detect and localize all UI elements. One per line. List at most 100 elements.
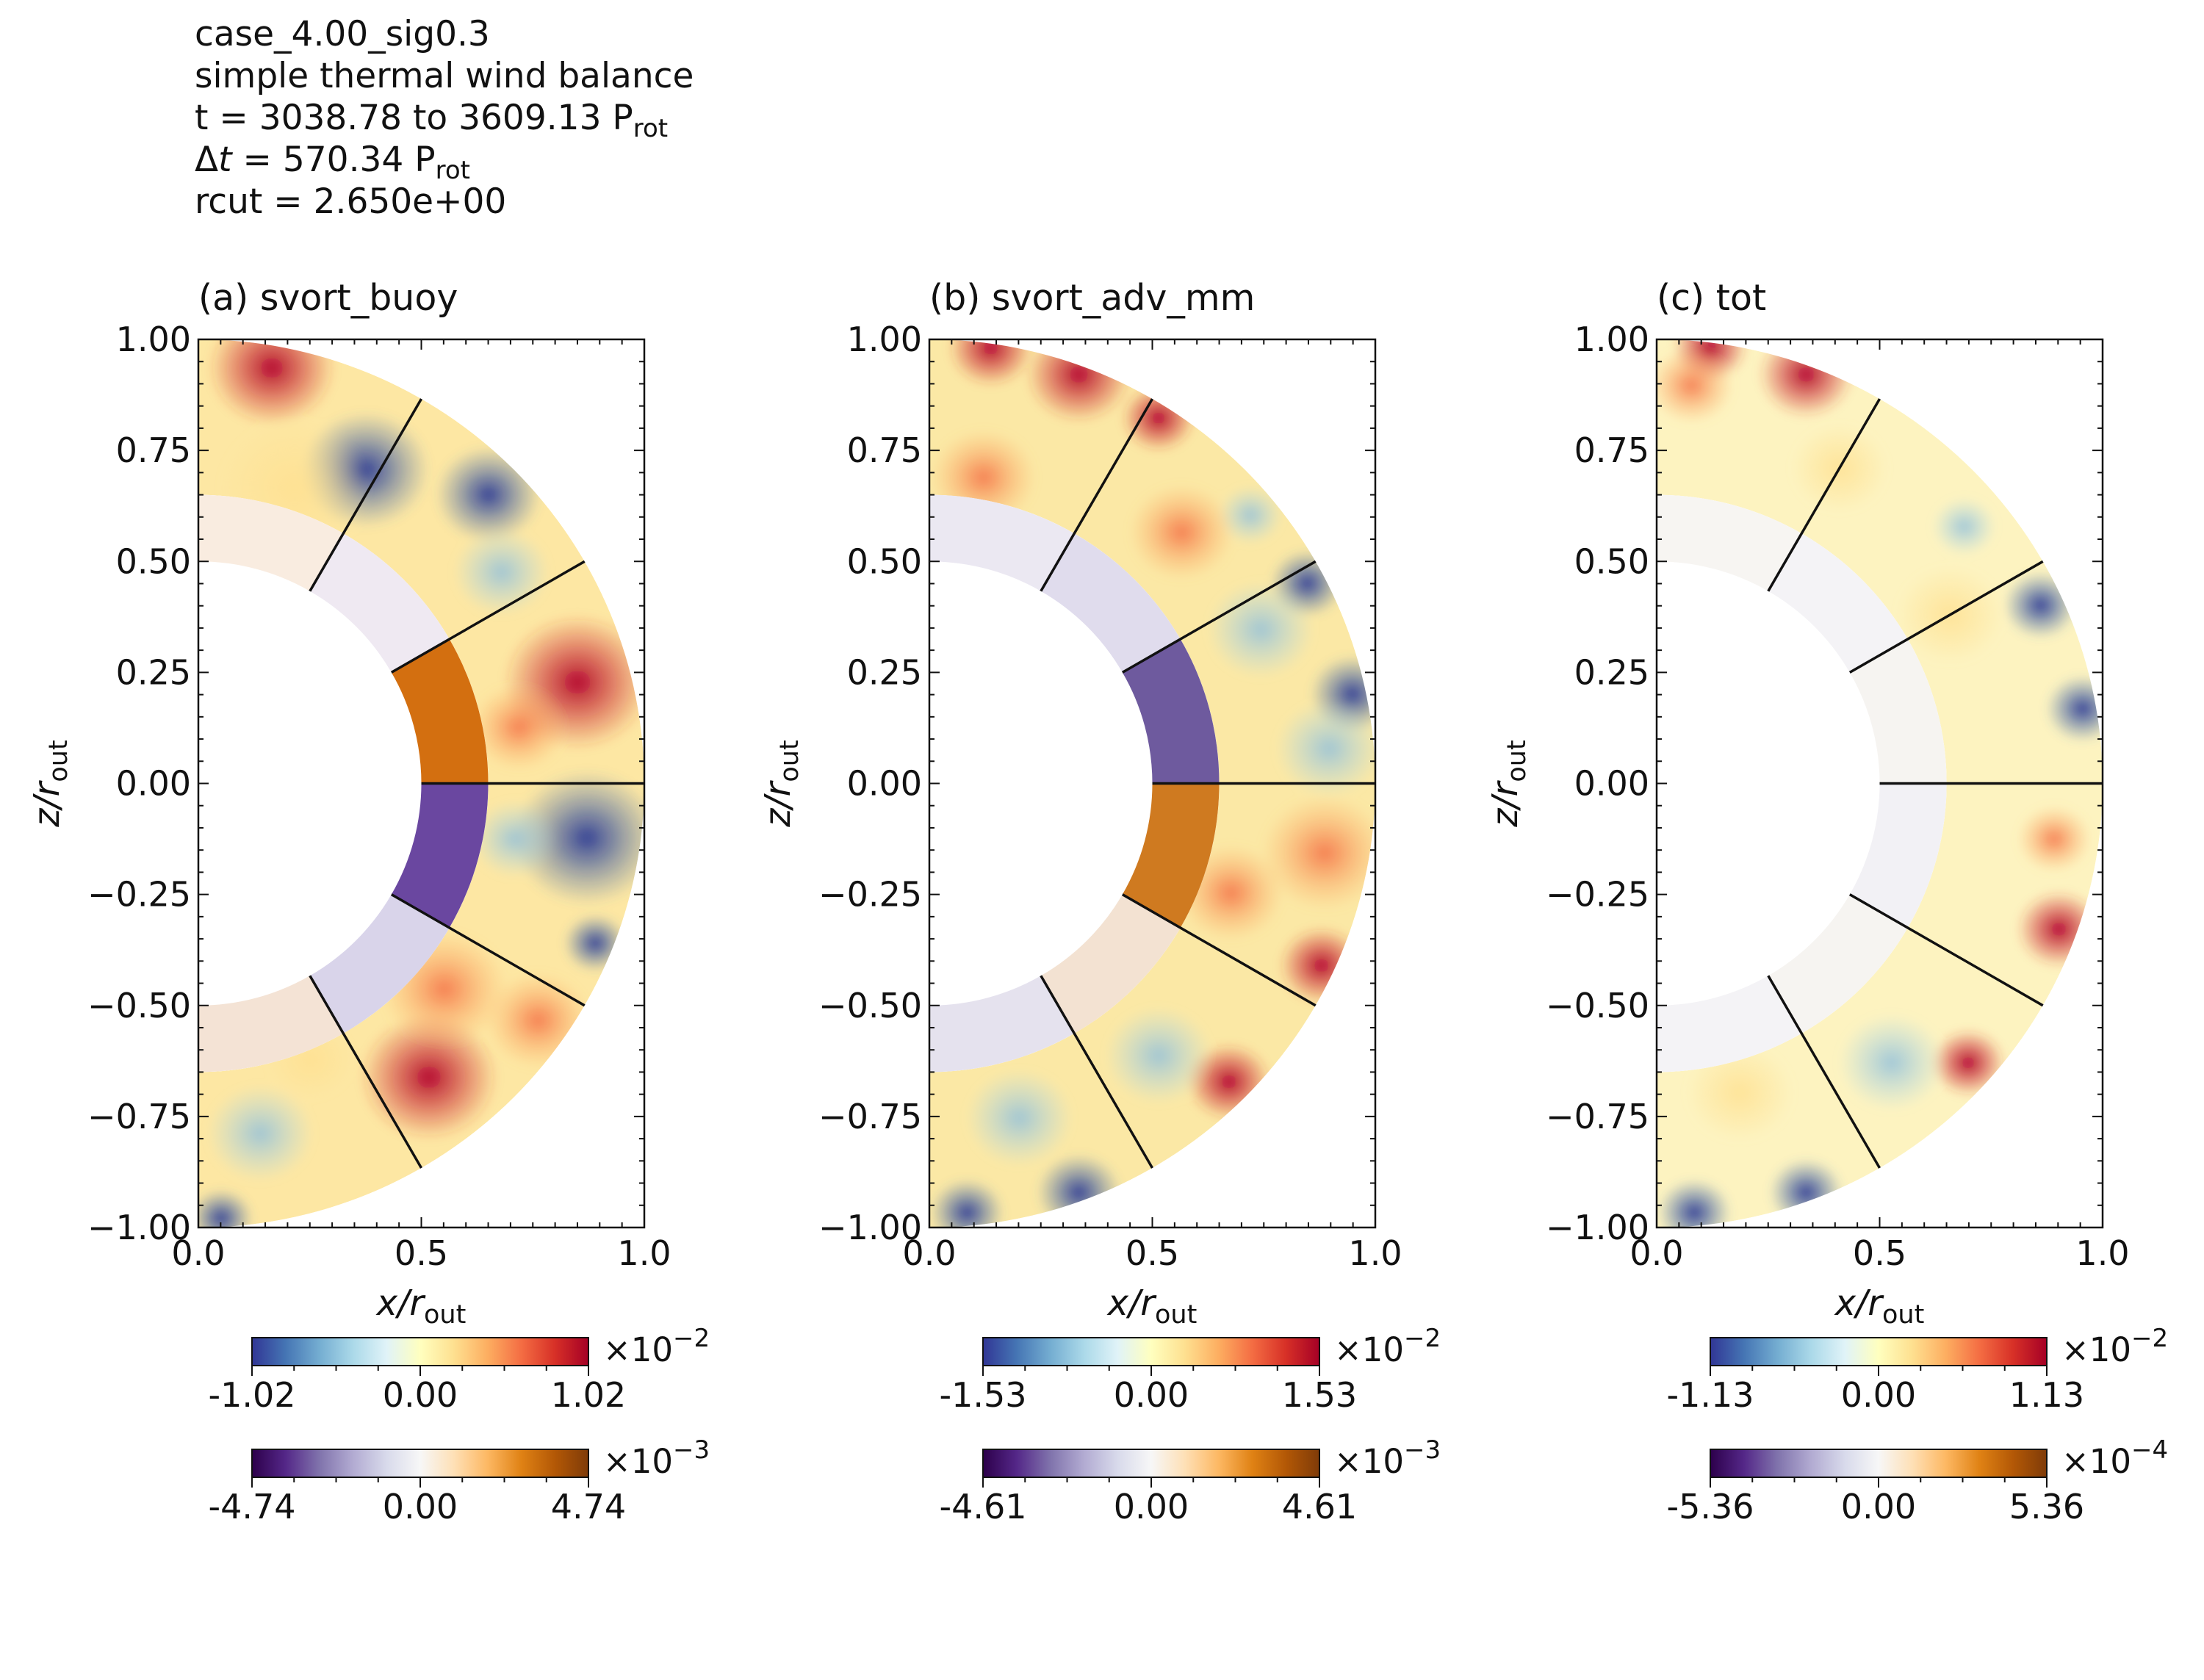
colorbar-inner: -4.61 0.00 4.61 ×10−3	[939, 1435, 1441, 1526]
inner-shell-sector	[1849, 783, 1947, 928]
x-tick-label: 1.0	[2075, 1233, 2129, 1273]
field-blob	[453, 527, 550, 616]
latitude-cut-line	[1121, 560, 1317, 674]
latitude-cut-line	[1121, 893, 1317, 1007]
field-blob	[1931, 497, 1997, 556]
panel-title: (b) svort_adv_mm	[929, 277, 1255, 319]
y-tick-label: 0.50	[116, 541, 191, 581]
field-blob	[2045, 674, 2103, 743]
field-blob	[2003, 571, 2078, 640]
header-subtitle: simple thermal wind balance	[195, 56, 694, 96]
field-blobs	[1657, 339, 2103, 1227]
x-axis-label: x/rout	[375, 1283, 467, 1330]
field-blob	[359, 1014, 499, 1141]
colorbar-outer: -1.13 0.00 1.13 ×10−2	[1666, 1324, 2168, 1415]
inner-shell-sector	[198, 494, 344, 591]
field-blob	[207, 339, 336, 427]
colorbar-ramp	[251, 1337, 589, 1366]
colorbar-inner: -4.74 0.00 4.74 ×10−3	[208, 1435, 710, 1526]
colorbar-outer: -1.02 0.00 1.02 ×10−2	[208, 1324, 710, 1415]
colorbar-tick-label: 0.00	[383, 1487, 458, 1526]
x-tick-label: 0.5	[1853, 1233, 1906, 1273]
colorbar-ramp	[1710, 1337, 2048, 1366]
header-case: case_4.00_sig0.3	[195, 14, 490, 54]
x-axis-label: x/rout	[1834, 1283, 1925, 1330]
inner-shell-sector	[1122, 639, 1220, 784]
colorbar-inner: -5.36 0.00 5.36 ×10−4	[1666, 1435, 2168, 1526]
y-tick-label: −1.00	[87, 1208, 191, 1247]
colorbar-tick-label: -4.61	[939, 1487, 1026, 1526]
outer-shell-base	[929, 339, 1375, 1227]
field-blob	[1260, 794, 1375, 912]
field-blob	[1757, 339, 1855, 419]
inner-shell-sector	[1768, 533, 1908, 673]
colorbar-tick-label: 4.61	[1282, 1487, 1357, 1526]
colorbar-exponent: ×10−2	[1334, 1324, 1441, 1369]
figure-header: case_4.00_sig0.3 simple thermal wind bal…	[195, 14, 694, 222]
colorbar-tick-label: -5.36	[1666, 1487, 1754, 1526]
x-tick-label: 0.5	[395, 1233, 448, 1273]
field-blob	[1686, 1043, 1793, 1142]
y-tick-label: 1.00	[847, 320, 922, 359]
y-tick-label: −0.50	[818, 986, 922, 1025]
latitude-cut-line	[1040, 975, 1154, 1169]
header-time-range: t = 3038.78 to 3609.13 Prot	[195, 98, 668, 143]
inner-shell-sector	[1040, 894, 1181, 1034]
x-tick-label: 0.0	[1629, 1233, 1683, 1273]
latitude-cut-line	[390, 893, 586, 1007]
x-tick-label: 0.0	[902, 1233, 956, 1273]
inner-shell-sector	[309, 894, 450, 1034]
colorbar-tick-label: -4.74	[208, 1487, 295, 1526]
latitude-cut-line	[390, 560, 586, 674]
header-delta-t: Δt = 570.34 Prot	[195, 140, 470, 185]
y-tick-label: −0.75	[818, 1097, 922, 1136]
inner-shell-sector	[1768, 894, 1908, 1034]
colorbar-tick-label: 5.36	[2009, 1487, 2084, 1526]
y-tick-label: −0.25	[87, 875, 191, 915]
field-blob	[1105, 1006, 1212, 1105]
inner-shell-sector	[1122, 783, 1220, 928]
inner-shell-sector	[1040, 533, 1181, 673]
panels: (a) svort_buoy1.000.750.500.250.00−0.25−…	[26, 277, 2168, 1526]
y-tick-label: 0.50	[847, 541, 922, 581]
colorbar-ramp	[251, 1449, 589, 1478]
field-blob	[472, 799, 558, 879]
y-tick-label: −0.25	[818, 875, 922, 915]
inner-shell-sector	[391, 639, 489, 784]
latitude-cut-line	[309, 975, 423, 1169]
inner-shell-sector	[929, 976, 1075, 1072]
outer-shell-field	[1657, 339, 2103, 1227]
field-blob	[206, 1084, 314, 1183]
field-blob	[2016, 890, 2102, 969]
colorbar-tick-label: 0.00	[1841, 1375, 1916, 1415]
field-blob	[1657, 346, 1735, 425]
y-tick-label: 0.25	[1574, 652, 1649, 692]
colorbar-tick-label: 0.00	[1114, 1375, 1189, 1415]
latitude-cut-line	[1767, 975, 1881, 1169]
y-tick-label: −0.50	[87, 986, 191, 1025]
panel-b: (b) svort_adv_mm1.00 0.75 0.50 0.25 0.00 −0.2…	[757, 277, 1441, 1526]
field-blob	[965, 1069, 1073, 1167]
field-blob	[563, 914, 627, 973]
field-blob	[198, 1189, 253, 1227]
colorbar-tick-label: 0.00	[383, 1375, 458, 1415]
colorbar-exponent: ×10−4	[2061, 1435, 2168, 1481]
y-axis-label: z/rout	[757, 740, 804, 827]
inner-shell-sector	[391, 783, 489, 928]
panel-title: (a) svort_buoy	[198, 277, 458, 319]
field-blob	[948, 339, 1034, 388]
x-tick-label: 0.0	[171, 1233, 225, 1273]
latitude-cut-line	[1848, 560, 2044, 674]
latitude-cut-line	[1040, 398, 1154, 592]
field-blob	[512, 769, 644, 906]
y-tick-label: −1.00	[1546, 1208, 1649, 1247]
colorbar-tick-label: 1.02	[551, 1375, 626, 1415]
colorbar-tick-label: -1.13	[1666, 1375, 1754, 1415]
field-blob	[2017, 804, 2092, 873]
inner-shell-sector	[309, 533, 450, 673]
inner-shell-sector	[1849, 639, 1947, 784]
y-tick-label: 1.00	[116, 320, 191, 359]
field-blob	[1931, 1028, 2006, 1097]
x-axis-label: x/rout	[1106, 1283, 1198, 1330]
colorbar-exponent: ×10−2	[603, 1324, 710, 1369]
